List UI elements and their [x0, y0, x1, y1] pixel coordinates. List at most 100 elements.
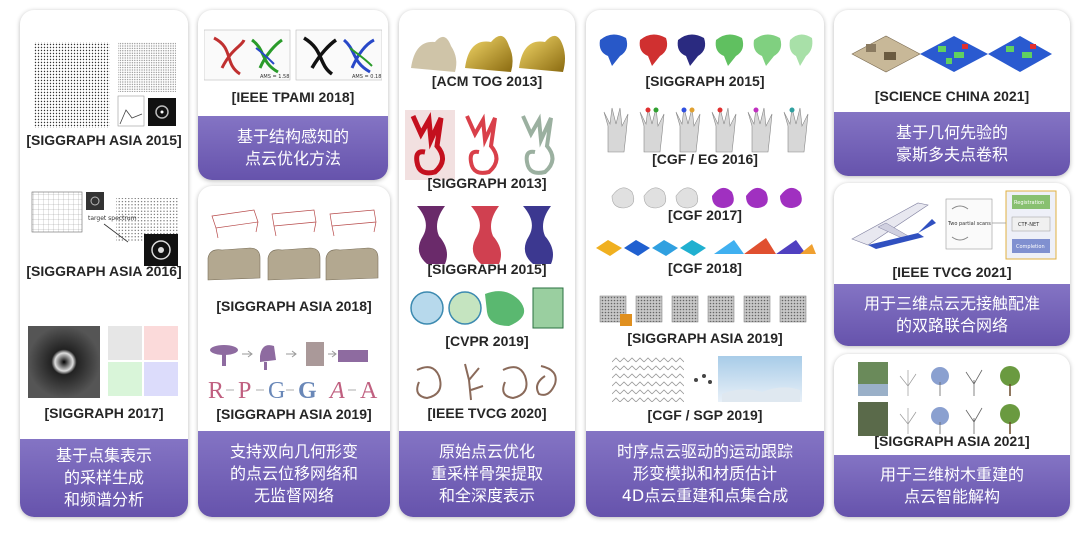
- blue-noise-figure: [28, 40, 180, 132]
- cloth-image: [611, 187, 802, 209]
- ctfnet-image: Two partial scans Registration CTF-NET C…: [851, 190, 1057, 260]
- curve-figure: [409, 360, 565, 404]
- curve-image: [416, 363, 557, 401]
- summary-line: 点云优化方法: [244, 149, 341, 168]
- venue-label: [CGF / SGP 2019]: [647, 407, 763, 423]
- summary-line: 点云智能解构: [903, 487, 1000, 506]
- venue-label: [SIGGRAPH ASIA 2016]: [26, 263, 182, 279]
- card-sampling: [SIGGRAPH ASIA 2015] target spectrum [SI…: [20, 10, 188, 517]
- armadillo-figure: [405, 24, 569, 78]
- venue-label: [SIGGRAPH ASIA 2018]: [216, 298, 372, 314]
- summary-line: 和频谱分析: [63, 490, 144, 509]
- venue-label: [ACM TOG 2013]: [431, 73, 543, 89]
- furniture-image: R P G G A A: [208, 342, 378, 404]
- metric-label: AMS = 1.58: [260, 74, 289, 80]
- summary-line: 基于几何先验的: [895, 123, 1008, 142]
- venue-label: [CGF 2018]: [668, 260, 742, 276]
- network-label: CTF-NET: [1018, 222, 1040, 228]
- armadillo-image: [411, 35, 565, 72]
- summary-banner: 基于点集表示 的采样生成 和频谱分析: [20, 439, 188, 517]
- summary-line: 豪斯多夫点卷积: [895, 145, 1008, 164]
- summary-banner: 用于三维树木重建的 点云智能解构: [834, 455, 1070, 517]
- tree-image: [858, 362, 1020, 436]
- letter-glyph: R: [208, 378, 224, 404]
- depth-figure: [409, 286, 565, 332]
- tpami-figure: AMS = 1.58 AMS = 0.18: [203, 28, 383, 84]
- venue-label: [SIGGRAPH ASIA 2015]: [26, 132, 182, 148]
- sofa-figure: [204, 204, 384, 290]
- card-4d-reconstruction: [SIGGRAPH 2015] [CGF / EG 2016]: [586, 10, 824, 517]
- summary-line: 的双路联合网络: [895, 316, 1008, 335]
- card-tree-reconstruction: [SIGGRAPH ASIA 2021] 用于三维树木重建的 点云智能解构: [834, 354, 1070, 517]
- antler-image: [405, 110, 555, 180]
- venue-label: [SCIENCE CHINA 2021]: [874, 88, 1030, 104]
- summary-banner: 用于三维点云无接触配准 的双路联合网络: [834, 284, 1070, 346]
- venue-label: [SIGGRAPH 2013]: [427, 175, 547, 191]
- tree-figure: [858, 362, 1044, 436]
- cube-image: [599, 295, 807, 326]
- hand-figure: [600, 104, 814, 154]
- summary-line: 和全深度表示: [438, 486, 535, 505]
- venue-label: [SIGGRAPH 2015]: [645, 73, 765, 89]
- spectrum-figure: target spectrum: [28, 184, 180, 266]
- flag-image: [599, 34, 813, 66]
- spectrum-label: target spectrum: [88, 215, 137, 222]
- summary-banner: 原始点云优化 重采样骨架提取 和全深度表示: [399, 431, 575, 517]
- flag-figure: [596, 26, 814, 70]
- sofa-image: [207, 209, 379, 281]
- summary-line: 4D点云重建和点集合成: [621, 486, 789, 505]
- card-structure-aware: AMS = 1.58 AMS = 0.18 [IEEE TPAMI 2018] …: [198, 10, 388, 180]
- metric-label: AMS = 0.18: [352, 74, 381, 80]
- venue-label: [IEEE TVCG 2020]: [427, 405, 547, 421]
- flow-figure: [594, 234, 818, 262]
- depth-image: [410, 287, 564, 329]
- summary-line: 用于三维点云无接触配准: [863, 294, 1040, 313]
- antler-figure: [405, 110, 569, 180]
- spectrum-colored-image: [28, 326, 178, 398]
- card-skeleton: [ACM TOG 2013] [SIGGRAPH 2013] [SIGGRAPH…: [399, 10, 575, 517]
- partial-scans-label: Two partial scans: [947, 221, 991, 227]
- card-displacement-net: [SIGGRAPH ASIA 2018] R P G G A: [198, 186, 390, 517]
- blue-noise-image: [34, 42, 176, 128]
- summary-line: 形变模拟和材质估计: [632, 464, 777, 483]
- summary-line: 基于点集表示: [55, 446, 152, 465]
- venue-label: [CVPR 2019]: [445, 333, 529, 349]
- venue-label: [SIGGRAPH ASIA 2019]: [627, 330, 783, 346]
- summary-banner: 基于几何先验的 豪斯多夫点卷积: [834, 112, 1070, 176]
- summary-banner: 时序点云驱动的运动跟踪 形变模拟和材质估计 4D点云重建和点集合成: [586, 431, 824, 517]
- cloth-figure: [608, 180, 808, 212]
- summary-line: 用于三维树木重建的: [879, 465, 1024, 484]
- venue-label: [CGF / EG 2016]: [652, 151, 758, 167]
- spectrum-colored-figure: [28, 324, 180, 400]
- tpami-image: AMS = 1.58 AMS = 0.18: [203, 29, 383, 81]
- ctfnet-figure: Two partial scans Registration CTF-NET C…: [848, 189, 1058, 261]
- summary-line: 的点云位移网络和: [229, 464, 358, 483]
- completion-label: Completion: [1016, 244, 1045, 250]
- summary-line: 支持双向几何形变: [229, 442, 358, 461]
- summary-banner: 基于结构感知的 点云优化方法: [198, 116, 388, 180]
- letter-glyph: G: [268, 378, 285, 404]
- summary-line: 无监督网络: [253, 486, 334, 505]
- venue-label: [SIGGRAPH ASIA 2021]: [874, 433, 1030, 449]
- letter-glyph: G: [298, 378, 317, 404]
- summary-banner: 支持双向几何形变 的点云位移网络和 无监督网络: [198, 431, 390, 517]
- hand-image: [603, 107, 809, 153]
- texture-figure: [612, 356, 802, 402]
- spectrum-image: target spectrum: [31, 191, 178, 266]
- flow-image: [596, 238, 816, 256]
- venue-label: [IEEE TPAMI 2018]: [231, 89, 355, 105]
- furniture-figure: R P G G A A: [204, 338, 384, 406]
- scene-image: [851, 35, 1052, 73]
- venue-label: [SIGGRAPH 2015]: [427, 261, 547, 277]
- cube-figure: [598, 290, 814, 330]
- venue-label: [IEEE TVCG 2021]: [892, 264, 1012, 280]
- summary-line: 重采样骨架提取: [430, 464, 543, 483]
- letter-glyph: A: [328, 378, 345, 404]
- venue-label: [SIGGRAPH ASIA 2019]: [216, 406, 372, 422]
- summary-line: 的采样生成: [63, 468, 144, 487]
- summary-line: 基于结构感知的: [236, 127, 349, 146]
- vase-figure: [405, 202, 569, 268]
- venue-label: [SIGGRAPH 2017]: [44, 405, 164, 421]
- scene-figure: [850, 24, 1054, 84]
- card-registration-net: Two partial scans Registration CTF-NET C…: [834, 183, 1070, 346]
